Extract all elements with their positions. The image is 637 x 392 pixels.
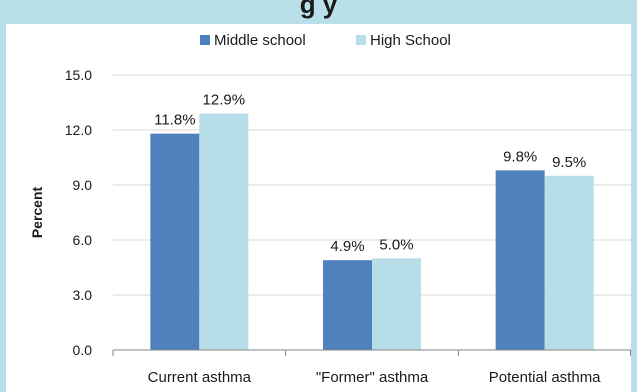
y-tick-label: 6.0 [73, 232, 93, 248]
y-tick-label: 15.0 [65, 67, 92, 83]
legend-swatch [356, 35, 366, 45]
legend-label: High School [370, 32, 451, 49]
data-label: 11.8% [154, 112, 195, 129]
data-label: 9.5% [552, 154, 586, 171]
chart-panel: 15.0 12.0 9.0 6.0 3.0 0.0 11.8% 12.9% Current a… [6, 24, 631, 392]
bar-chart: 15.0 12.0 9.0 6.0 3.0 0.0 11.8% 12.9% Current a… [29, 32, 631, 387]
legend-label: Middle school [214, 32, 306, 49]
bars [150, 113, 594, 350]
y-tick-label: 9.0 [73, 177, 93, 193]
x-category-label: Potential asthma [489, 369, 601, 386]
bar [150, 133, 200, 350]
y-axis-title: Percent [29, 186, 45, 238]
x-category-label: Current asthma [148, 369, 252, 386]
chart-title-strip: g y [0, 0, 637, 30]
bar [199, 113, 249, 350]
data-label: 4.9% [330, 238, 364, 255]
bar [495, 170, 545, 350]
bar [372, 258, 421, 350]
y-tick-label: 3.0 [73, 287, 93, 303]
legend-swatch [200, 35, 210, 45]
chart-title-fragment: g y [299, 0, 338, 19]
labels: 11.8% 12.9% Current asthma 4.9% 5.0% "Former"… [29, 92, 601, 387]
bar [544, 175, 594, 350]
axes: 15.0 12.0 9.0 6.0 3.0 0.0 [65, 67, 631, 358]
x-category-label: "Former" asthma [316, 369, 429, 386]
data-label: 5.0% [379, 236, 413, 253]
bar [323, 260, 372, 350]
data-label: 12.9% [203, 92, 246, 109]
data-label: 9.8% [503, 148, 537, 165]
legend: Middle school High School [200, 32, 451, 49]
y-tick-label: 0.0 [73, 342, 93, 358]
y-tick-label: 12.0 [65, 122, 92, 138]
